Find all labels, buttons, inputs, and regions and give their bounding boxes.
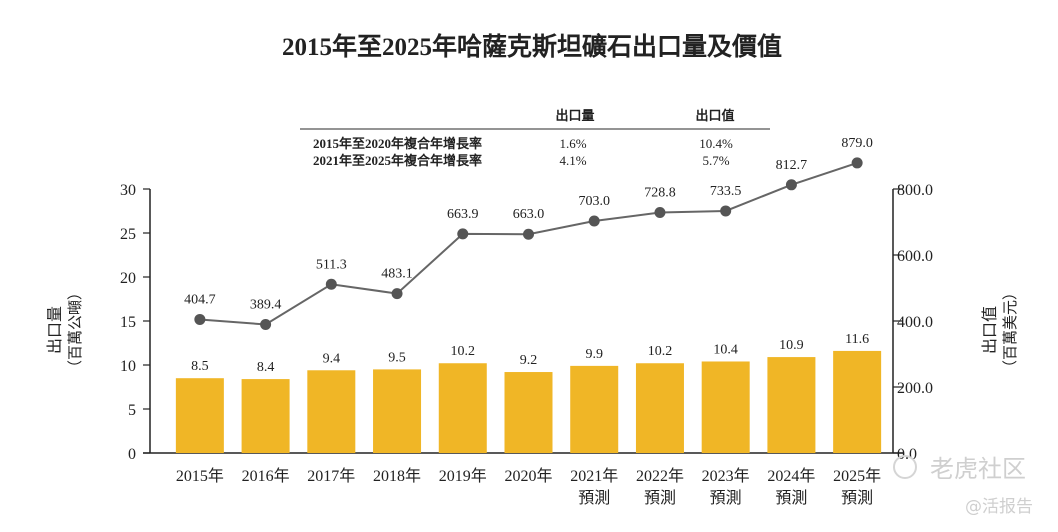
- chart-title: 2015年至2025年哈薩克斯坦礦石出口量及價值: [282, 32, 782, 61]
- x-tick-label: 2025年: [833, 467, 881, 485]
- bar-value-label: 9.5: [388, 350, 406, 365]
- line-point: [457, 228, 469, 240]
- bar: [504, 372, 553, 453]
- x-tick-label: 2022年: [636, 467, 684, 485]
- x-tick-label: 2020年: [504, 467, 552, 485]
- left-tick-label: 20: [120, 270, 136, 287]
- table-header-volume: 出口量: [555, 108, 594, 123]
- line-point: [588, 215, 600, 227]
- x-tick-label: 預測: [775, 489, 807, 507]
- line-point: [720, 205, 732, 217]
- watermark-handle: @活报告: [965, 497, 1033, 517]
- x-tick-label: 2021年: [570, 467, 618, 485]
- x-tick-label: 2016年: [242, 467, 290, 485]
- line-value-label: 663.9: [447, 207, 479, 222]
- bar-value-label: 10.2: [451, 344, 476, 359]
- bar-value-label: 10.9: [779, 338, 804, 353]
- bar-value-label: 8.4: [257, 360, 275, 375]
- table-row-label: 2021年至2025年複合年增長率: [313, 153, 482, 168]
- bar: [833, 350, 882, 453]
- left-axis-title: 出口量: [46, 306, 64, 354]
- line-point: [785, 179, 797, 191]
- left-tick-label: 0: [128, 446, 136, 463]
- bar: [570, 365, 619, 453]
- x-tick-label: 2024年: [767, 467, 815, 485]
- bar-value-label: 9.4: [323, 351, 341, 366]
- table-header-value: 出口值: [695, 108, 734, 123]
- table-cell: 10.4%: [699, 136, 733, 151]
- x-tick-label: 2023年: [702, 467, 750, 485]
- left-tick-label: 15: [120, 314, 136, 331]
- bar-value-label: 9.9: [585, 347, 603, 362]
- table-cell: 4.1%: [559, 153, 586, 168]
- left-tick-label: 25: [120, 226, 136, 243]
- bar-value-label: 9.2: [520, 353, 538, 368]
- bar-value-label: 8.5: [191, 359, 209, 374]
- x-tick-label: 2017年: [307, 467, 355, 485]
- bar: [438, 363, 487, 453]
- line-value-label: 728.8: [644, 185, 676, 200]
- line-point: [851, 157, 863, 169]
- line-point: [523, 228, 534, 240]
- cagr-table: 出口量 出口值 2015年至2020年複合年增長率 1.6% 10.4% 202…: [300, 108, 770, 168]
- bar: [307, 370, 356, 453]
- table-cell: 1.6%: [559, 136, 586, 151]
- right-axis-subtitle: （百萬美元）: [1002, 285, 1019, 375]
- left-tick-label: 30: [120, 182, 136, 199]
- line-value-label: 404.7: [184, 292, 216, 307]
- line-value-label: 511.3: [316, 257, 347, 272]
- right-tick-label: 800.0: [897, 182, 933, 199]
- bar: [635, 363, 684, 453]
- left-tick-label: 10: [120, 358, 136, 375]
- watermark-logo-icon: [893, 455, 917, 479]
- line-value-label: 483.1: [381, 267, 413, 282]
- right-axis-title: 出口值: [981, 306, 999, 354]
- x-tick-label: 預測: [710, 489, 742, 507]
- left-tick-label: 5: [128, 402, 136, 419]
- bar: [175, 378, 224, 453]
- left-axis-subtitle: （百萬公噸）: [67, 285, 84, 375]
- line-point: [654, 206, 666, 218]
- bar-value-label: 10.4: [713, 342, 738, 357]
- line-point: [260, 318, 272, 330]
- bar: [701, 361, 750, 453]
- right-tick-label: 400.0: [897, 314, 933, 331]
- x-tick-label: 預測: [578, 489, 610, 507]
- line-point: [325, 278, 337, 290]
- bar-value-label: 11.6: [845, 332, 869, 347]
- watermark: 老虎社区 @活报告: [893, 455, 1033, 517]
- x-tick-label: 2018年: [373, 467, 421, 485]
- x-tick-label: 預測: [841, 489, 873, 507]
- line-point: [391, 288, 403, 300]
- bar-value-label: 10.2: [648, 344, 673, 359]
- x-tick-label: 2019年: [439, 467, 487, 485]
- line-value-label: 812.7: [776, 158, 808, 173]
- value-line: [199, 161, 858, 326]
- right-tick-label: 600.0: [897, 248, 933, 265]
- line-value-label: 389.4: [250, 297, 282, 312]
- table-row-label: 2015年至2020年複合年增長率: [313, 136, 482, 151]
- line-value-label: 663.0: [513, 207, 545, 222]
- bar: [767, 357, 816, 453]
- line-value-label: 879.0: [841, 136, 873, 151]
- x-tick-label: 2015年: [176, 467, 224, 485]
- right-tick-label: 200.0: [897, 380, 933, 397]
- line-value-label: 733.5: [710, 184, 742, 199]
- table-cell: 5.7%: [702, 153, 729, 168]
- bar: [241, 379, 290, 453]
- line-point: [194, 313, 206, 325]
- line-value-label: 703.0: [578, 194, 610, 209]
- x-tick-label: 預測: [644, 489, 676, 507]
- bar: [373, 369, 422, 453]
- watermark-brand: 老虎社区: [930, 455, 1026, 483]
